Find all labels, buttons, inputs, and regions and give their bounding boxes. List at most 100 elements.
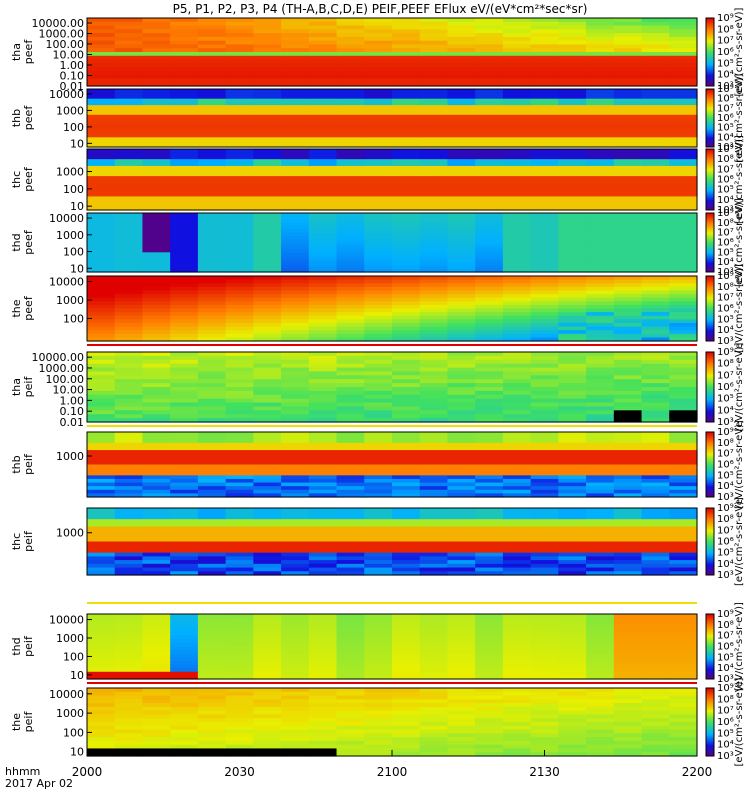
spectrogram-cell (253, 111, 282, 116)
spectrogram-cell (669, 522, 698, 528)
spectrogram-cell (364, 196, 393, 201)
spectrogram-cell (142, 737, 171, 742)
spectrogram-cell (114, 657, 144, 662)
spectrogram-cell (281, 671, 310, 676)
spectrogram-cell (392, 624, 421, 630)
spectrogram-cell (87, 478, 116, 484)
spectrogram-cell (641, 308, 670, 313)
spectrogram-cell (253, 337, 282, 342)
spectrogram-cell (281, 155, 310, 160)
spectrogram-cell (530, 162, 559, 167)
spectrogram-cell (447, 402, 476, 408)
spectrogram-cell (586, 657, 615, 662)
spectrogram-cell (142, 196, 171, 201)
spectrogram-cell (170, 67, 199, 72)
spectrogram-cell (308, 646, 338, 651)
spectrogram-cell (530, 457, 559, 462)
spectrogram-cell (197, 196, 227, 201)
spectrogram-cell (502, 279, 532, 284)
spectrogram-cell (142, 262, 171, 267)
spectrogram-cell (114, 526, 144, 531)
spectrogram-cell (225, 699, 254, 704)
spectrogram-cell (114, 152, 144, 157)
spectrogram-cell (502, 229, 532, 234)
spectrogram-cell (447, 33, 476, 38)
spectrogram-cell (281, 337, 310, 342)
spectrogram-cell (281, 621, 310, 626)
colorbar-tick-label: 10⁶ (717, 47, 734, 58)
spectrogram-cell (308, 121, 338, 126)
spectrogram-cell (281, 363, 310, 369)
spectrogram-cell (530, 182, 559, 187)
spectrogram-cell (281, 124, 310, 129)
x-tick-label: 2000 (72, 765, 103, 779)
spectrogram-cell (253, 322, 282, 328)
spectrogram-cell (475, 548, 504, 554)
spectrogram-cell (447, 312, 476, 317)
spectrogram-cell (530, 511, 559, 517)
spectrogram-cell (364, 137, 393, 142)
spectrogram-cell (641, 519, 670, 524)
spectrogram-cell (253, 486, 282, 491)
spectrogram-cell (281, 268, 310, 273)
spectrogram-cell (475, 675, 504, 680)
spectrogram-cell (197, 114, 227, 119)
spectrogram-cell (114, 229, 144, 234)
spectrogram-cell (419, 98, 449, 103)
spectrogram-cell (641, 48, 670, 53)
spectrogram-cell (114, 722, 144, 727)
spectrogram-cell (336, 632, 365, 637)
spectrogram-cell (530, 475, 559, 480)
spectrogram-cell (336, 515, 365, 520)
spectrogram-cell (114, 733, 144, 738)
spectrogram-cell (641, 82, 670, 87)
spectrogram-cell (364, 36, 393, 42)
spectrogram-cell (170, 294, 199, 299)
spectrogram-cell (114, 642, 144, 648)
spectrogram-cell (197, 567, 227, 572)
spectrogram-cell (475, 695, 504, 700)
spectrogram-cell (419, 706, 449, 712)
spectrogram-cell (336, 660, 365, 666)
spectrogram-cell (586, 159, 615, 164)
spectrogram-cell (586, 398, 615, 404)
spectrogram-cell (281, 25, 310, 30)
colorbar-tick-label: 10⁷ (717, 103, 734, 114)
spectrogram-cell (419, 326, 449, 331)
spectrogram-cell (447, 165, 476, 170)
spectrogram-cell (281, 176, 310, 181)
spectrogram-cell (613, 733, 643, 738)
spectrogram-cell (558, 624, 587, 630)
spectrogram-cell (530, 301, 559, 306)
spectrogram-cell (475, 379, 504, 384)
colorbar (705, 212, 715, 273)
spectrogram-cell (558, 239, 587, 244)
spectrogram-cell (586, 475, 615, 480)
spectrogram-cell (170, 541, 199, 546)
spectrogram-cell (197, 537, 227, 543)
spectrogram-cell (87, 189, 116, 194)
spectrogram-cell (641, 301, 670, 306)
spectrogram-cell (641, 25, 670, 30)
spectrogram-cell (669, 206, 698, 211)
spectrogram-cell (530, 326, 559, 331)
spectrogram-cell (170, 143, 199, 148)
spectrogram-cell (336, 493, 365, 498)
spectrogram-cell (87, 699, 116, 704)
spectrogram-cell (170, 105, 199, 109)
spectrogram-cell (475, 59, 504, 64)
spectrogram-cell (447, 101, 476, 106)
spectrogram-cell (586, 617, 615, 622)
spectrogram-cell (641, 650, 670, 655)
spectrogram-cell (669, 108, 698, 113)
spectrogram-cell (281, 186, 310, 191)
spectrogram-cell (114, 410, 144, 415)
spectrogram-cell (475, 159, 504, 164)
spectrogram-cell (197, 737, 227, 742)
spectrogram-cell (475, 398, 504, 404)
spectrogram-cell (114, 118, 144, 122)
spectrogram-cell (253, 203, 282, 208)
spectrogram-cell (669, 140, 698, 145)
spectrogram-cell (281, 108, 310, 113)
spectrogram-cell (419, 482, 449, 487)
